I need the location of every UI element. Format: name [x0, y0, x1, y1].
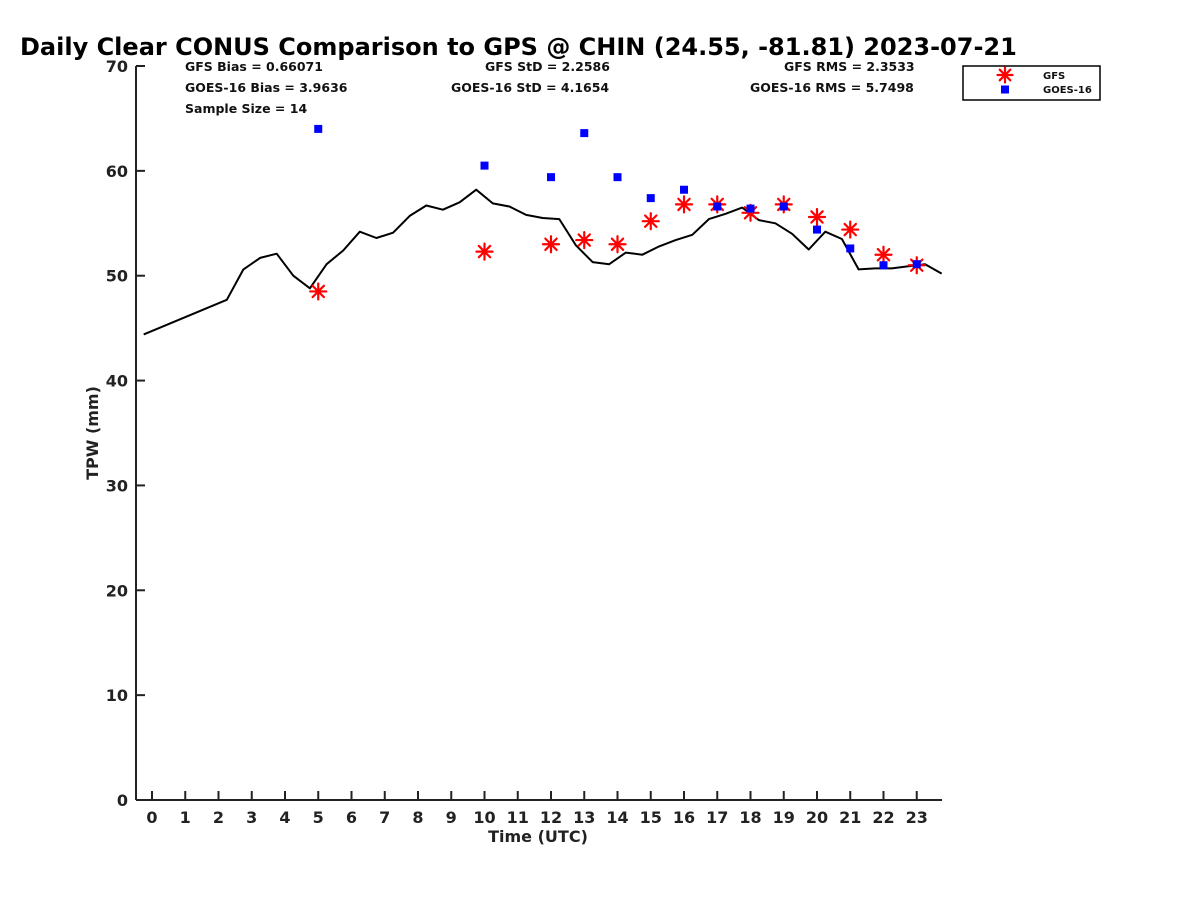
x-tick-label: 22 [872, 808, 894, 827]
x-tick-label: 13 [573, 808, 595, 827]
x-tick-label: 14 [606, 808, 628, 827]
x-tick-label: 10 [473, 808, 495, 827]
gfs-point [807, 207, 827, 227]
stat-sample-size: Sample Size = 14 [185, 101, 307, 116]
asterisk-stroke [477, 244, 492, 259]
asterisk-stroke [677, 197, 691, 212]
asterisk-stroke [843, 222, 858, 237]
x-tick-label: 11 [507, 808, 529, 827]
x-tick-label: 21 [839, 808, 861, 827]
goes-point [580, 129, 589, 138]
stat-gfs-rms: GFS RMS = 2.3533 [784, 59, 915, 74]
legend-label-gfs: GFS [1043, 71, 1065, 82]
gfs-point [841, 220, 860, 239]
x-tick-label: 5 [313, 808, 324, 827]
y-tick-label: 10 [106, 686, 128, 705]
x-tick-label: 0 [146, 808, 157, 827]
legend-gfs-asterisk-icon [996, 66, 1014, 84]
goes-point [680, 185, 688, 194]
x-tick-label: 8 [412, 808, 423, 827]
gfs-point [309, 282, 328, 301]
x-tick-label: 12 [540, 808, 562, 827]
goes-point [480, 161, 489, 170]
stat-goes-std: GOES-16 StD = 4.1654 [451, 80, 609, 95]
gfs-point [641, 212, 660, 231]
x-tick-label: 2 [213, 808, 224, 827]
stat-gfs-std: GFS StD = 2.2586 [485, 59, 610, 74]
stat-gfs-bias: GFS Bias = 0.66071 [185, 59, 323, 74]
goes-point [713, 202, 722, 211]
legend-label-goes: GOES-16 [1043, 85, 1092, 96]
x-tick-label: 17 [706, 808, 728, 827]
asterisk-stroke [544, 237, 558, 252]
x-tick-label: 16 [673, 808, 695, 827]
legend-box [962, 65, 1101, 101]
goes-point [846, 244, 855, 253]
goes-point [912, 260, 921, 269]
goes-point [314, 124, 323, 133]
x-tick-label: 20 [806, 808, 828, 827]
x-tick-label: 9 [446, 808, 457, 827]
x-tick-label: 7 [379, 808, 390, 827]
goes-point [879, 261, 888, 270]
x-tick-label: 6 [346, 808, 357, 827]
goes-point [746, 204, 755, 213]
x-tick-label: 15 [640, 808, 662, 827]
x-tick-label: 3 [246, 808, 257, 827]
gfs-point [541, 235, 561, 254]
goes-point [613, 173, 622, 182]
goes-point [779, 202, 788, 211]
asterisk-stroke [610, 237, 625, 252]
gfs-point [475, 242, 494, 261]
asterisk-stroke [311, 284, 326, 299]
y-tick-label: 20 [106, 581, 128, 600]
x-tick-label: 19 [773, 808, 795, 827]
x-tick-label: 1 [180, 808, 191, 827]
y-axis-label: TPW (mm) [83, 386, 102, 480]
asterisk-stroke [577, 233, 592, 247]
stat-goes-rms: GOES-16 RMS = 5.7498 [750, 80, 914, 95]
x-tick-label: 23 [906, 808, 928, 827]
gps-series-line [143, 188, 943, 336]
x-axis-label: Time (UTC) [488, 827, 588, 846]
goes-point [646, 194, 655, 203]
plot-series [143, 124, 943, 336]
legend-goes-square-icon [1001, 85, 1009, 94]
y-tick-label: 50 [106, 267, 128, 286]
stat-goes-bias: GOES-16 Bias = 3.9636 [185, 80, 348, 95]
chart-title: Daily Clear CONUS Comparison to GPS @ CH… [20, 33, 1017, 61]
legend-gfs-asterisk [996, 66, 1014, 84]
gfs-point [874, 245, 893, 264]
asterisk-stroke [876, 247, 891, 262]
asterisk-stroke [998, 68, 1012, 82]
y-tick-label: 30 [106, 476, 128, 495]
stats-annotations: GFS Bias = 0.66071 GOES-16 Bias = 3.9636… [185, 59, 915, 116]
asterisk-stroke [810, 210, 824, 224]
x-tick-label: 18 [739, 808, 761, 827]
x-tick-label: 4 [279, 808, 290, 827]
y-tick-label: 40 [106, 372, 128, 391]
y-tick-label: 0 [117, 791, 128, 810]
gfs-point [575, 230, 594, 250]
goes-point [813, 225, 821, 234]
asterisk-stroke [643, 214, 658, 228]
gfs-point [674, 195, 694, 214]
legend: GFS GOES-16 [962, 65, 1101, 101]
y-tick-label: 60 [106, 162, 128, 181]
y-tick-label: 70 [106, 57, 128, 76]
goes-point [547, 173, 555, 182]
gfs-point [608, 235, 627, 254]
